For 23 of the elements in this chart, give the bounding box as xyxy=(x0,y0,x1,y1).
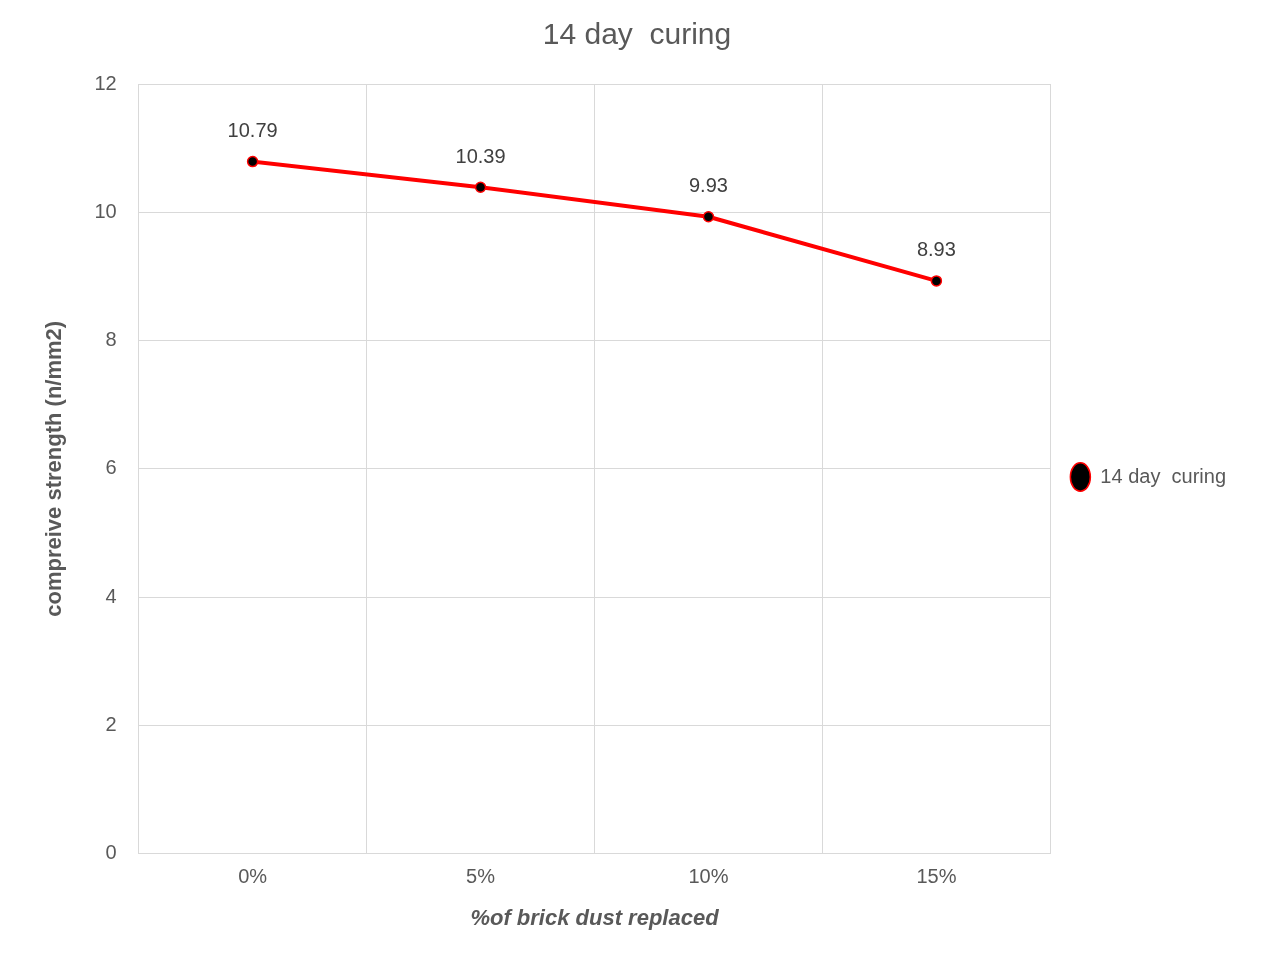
data-label: 9.93 xyxy=(689,174,728,197)
x-tick-label: 10% xyxy=(688,865,729,888)
x-tick-label: 5% xyxy=(466,865,496,888)
x-axis-title: %of brick dust replaced xyxy=(470,904,720,930)
data-label: 10.39 xyxy=(455,144,506,167)
point xyxy=(474,181,487,194)
data-label: 10.79 xyxy=(227,119,278,142)
y-tick-label: 4 xyxy=(105,584,117,607)
chart-title: 14 day curing xyxy=(542,17,732,51)
y-tick-label: 2 xyxy=(105,712,117,735)
y-tick-label: 8 xyxy=(105,328,117,351)
data-label: 8.93 xyxy=(916,238,956,261)
legend-label: 14 day curing xyxy=(1100,464,1227,487)
y-tick-label: 12 xyxy=(94,71,117,94)
y-axis-title: compreive strength (n/mm2) xyxy=(41,320,67,617)
x-tick-label: 0% xyxy=(238,865,268,888)
y-tick-label: 0 xyxy=(105,841,117,864)
point xyxy=(930,275,943,287)
point xyxy=(702,211,715,223)
point xyxy=(246,155,259,168)
y-tick-label: 10 xyxy=(94,199,117,222)
x-tick-label: 15% xyxy=(916,865,957,888)
y-tick-label: 6 xyxy=(105,456,117,479)
